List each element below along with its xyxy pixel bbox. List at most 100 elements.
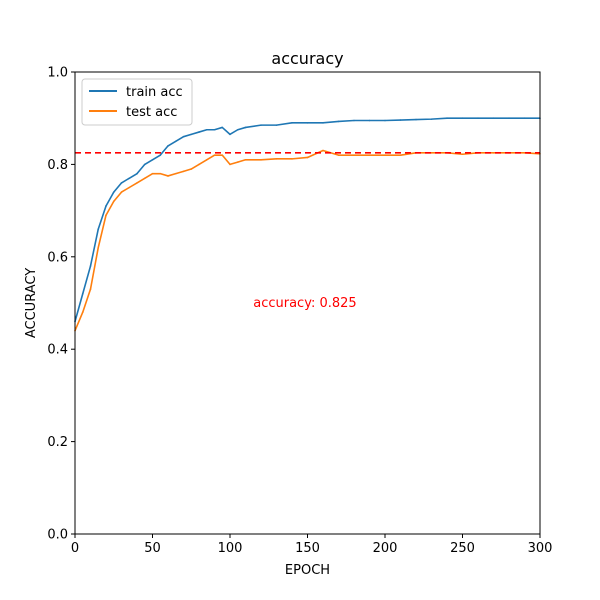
y-tick-label: 0.2 bbox=[47, 435, 68, 450]
data-point-test-acc bbox=[105, 214, 107, 217]
y-tick-label: 0.4 bbox=[47, 343, 68, 358]
axis-ticks: 0 50 100 150 200 250 300 0.0 0.2 0.4 0.6 0.8 1.0 bbox=[47, 66, 552, 557]
data-point-train-acc bbox=[415, 118, 417, 121]
data-point-test-acc bbox=[120, 191, 123, 193]
data-point-train-acc bbox=[105, 205, 107, 207]
data-point-train-acc bbox=[167, 145, 169, 147]
data-point-train-acc bbox=[182, 135, 185, 138]
legend: train acc test acc bbox=[81, 78, 193, 126]
legend-label-train-acc: train acc bbox=[126, 85, 183, 100]
data-point-train-acc bbox=[384, 119, 386, 122]
data-point-train-acc bbox=[151, 158, 154, 161]
data-point-test-acc bbox=[174, 172, 177, 175]
data-point-train-acc bbox=[446, 117, 448, 119]
data-point-train-acc bbox=[221, 126, 224, 129]
series-line-train-acc bbox=[74, 117, 540, 322]
data-point-test-acc bbox=[151, 172, 154, 175]
x-tick-label: 300 bbox=[528, 541, 553, 556]
data-point-train-acc bbox=[190, 133, 193, 136]
x-tick-label: 0 bbox=[71, 541, 79, 556]
data-point-test-acc bbox=[461, 153, 464, 156]
data-point-train-acc bbox=[236, 128, 239, 131]
data-point-test-acc bbox=[399, 154, 402, 156]
data-point-train-acc bbox=[368, 119, 371, 122]
data-point-test-acc bbox=[221, 154, 224, 156]
data-point-test-acc bbox=[213, 154, 216, 156]
legend-label-test-acc: test acc bbox=[126, 105, 177, 120]
x-tick-label: 150 bbox=[295, 541, 320, 556]
data-point-train-acc bbox=[461, 117, 464, 119]
data-point-test-acc bbox=[97, 246, 100, 249]
data-point-train-acc bbox=[492, 117, 495, 119]
data-point-test-acc bbox=[523, 152, 526, 154]
y-tick-label: 0.8 bbox=[47, 158, 68, 173]
data-point-train-acc bbox=[81, 292, 84, 295]
data-point-test-acc bbox=[368, 154, 371, 156]
plot-area bbox=[75, 72, 540, 534]
data-point-train-acc bbox=[120, 182, 123, 184]
x-tick-label: 50 bbox=[144, 541, 161, 556]
data-point-train-acc bbox=[399, 119, 402, 121]
y-tick-label: 0.6 bbox=[47, 250, 68, 265]
data-point-test-acc bbox=[89, 288, 92, 290]
data-point-test-acc bbox=[322, 149, 324, 152]
data-point-test-acc bbox=[353, 154, 355, 156]
data-point-train-acc bbox=[430, 118, 433, 120]
y-tick-label: 0.0 bbox=[47, 528, 68, 543]
data-point-train-acc bbox=[306, 122, 309, 124]
data-point-train-acc bbox=[337, 120, 340, 123]
data-point-test-acc bbox=[275, 158, 278, 160]
data-point-train-acc bbox=[89, 265, 92, 267]
x-tick-label: 200 bbox=[373, 541, 398, 556]
data-point-test-acc bbox=[260, 158, 262, 161]
data-point-test-acc bbox=[190, 168, 193, 170]
data-point-train-acc bbox=[128, 177, 131, 180]
chart-title: accuracy bbox=[271, 49, 343, 68]
data-point-train-acc bbox=[112, 191, 115, 193]
data-point-train-acc bbox=[229, 133, 231, 136]
data-point-test-acc bbox=[205, 158, 208, 161]
data-point-test-acc bbox=[229, 163, 231, 166]
data-point-train-acc bbox=[198, 131, 200, 133]
data-point-train-acc bbox=[508, 117, 510, 119]
x-tick-label: 100 bbox=[218, 541, 243, 556]
x-tick-label: 250 bbox=[450, 541, 475, 556]
data-point-test-acc bbox=[492, 152, 495, 154]
data-point-test-acc bbox=[159, 172, 162, 175]
data-point-train-acc bbox=[291, 122, 293, 124]
data-point-train-acc bbox=[174, 140, 177, 143]
data-point-train-acc bbox=[244, 126, 247, 129]
data-point-train-acc bbox=[275, 124, 278, 126]
data-point-test-acc bbox=[306, 156, 309, 159]
data-point-train-acc bbox=[322, 122, 324, 124]
series-line-test-acc bbox=[74, 149, 541, 332]
data-point-test-acc bbox=[112, 200, 115, 203]
x-axis-label: EPOCH bbox=[285, 563, 330, 578]
y-tick-label: 1.0 bbox=[47, 66, 68, 81]
plot-frame bbox=[74, 71, 541, 535]
data-point-test-acc bbox=[198, 163, 200, 166]
data-point-test-acc bbox=[128, 186, 131, 189]
data-point-train-acc bbox=[159, 154, 162, 156]
data-point-test-acc bbox=[430, 152, 433, 154]
data-point-train-acc bbox=[136, 172, 138, 175]
data-point-test-acc bbox=[143, 177, 146, 180]
data-point-test-acc bbox=[236, 161, 239, 163]
data-point-test-acc bbox=[244, 158, 247, 161]
data-point-test-acc bbox=[136, 182, 138, 184]
data-point-test-acc bbox=[291, 158, 293, 160]
data-point-test-acc bbox=[182, 170, 185, 173]
data-point-train-acc bbox=[143, 163, 146, 166]
data-point-train-acc bbox=[97, 228, 100, 230]
data-point-test-acc bbox=[167, 175, 169, 177]
data-point-train-acc bbox=[260, 124, 262, 126]
data-point-train-acc bbox=[353, 119, 355, 122]
data-point-train-acc bbox=[477, 117, 479, 119]
data-point-test-acc bbox=[384, 154, 386, 156]
data-point-train-acc bbox=[523, 117, 526, 119]
data-point-test-acc bbox=[337, 154, 340, 156]
data-point-train-acc bbox=[213, 128, 216, 131]
y-axis-label: ACCURACY bbox=[24, 268, 39, 338]
data-point-test-acc bbox=[81, 311, 84, 314]
